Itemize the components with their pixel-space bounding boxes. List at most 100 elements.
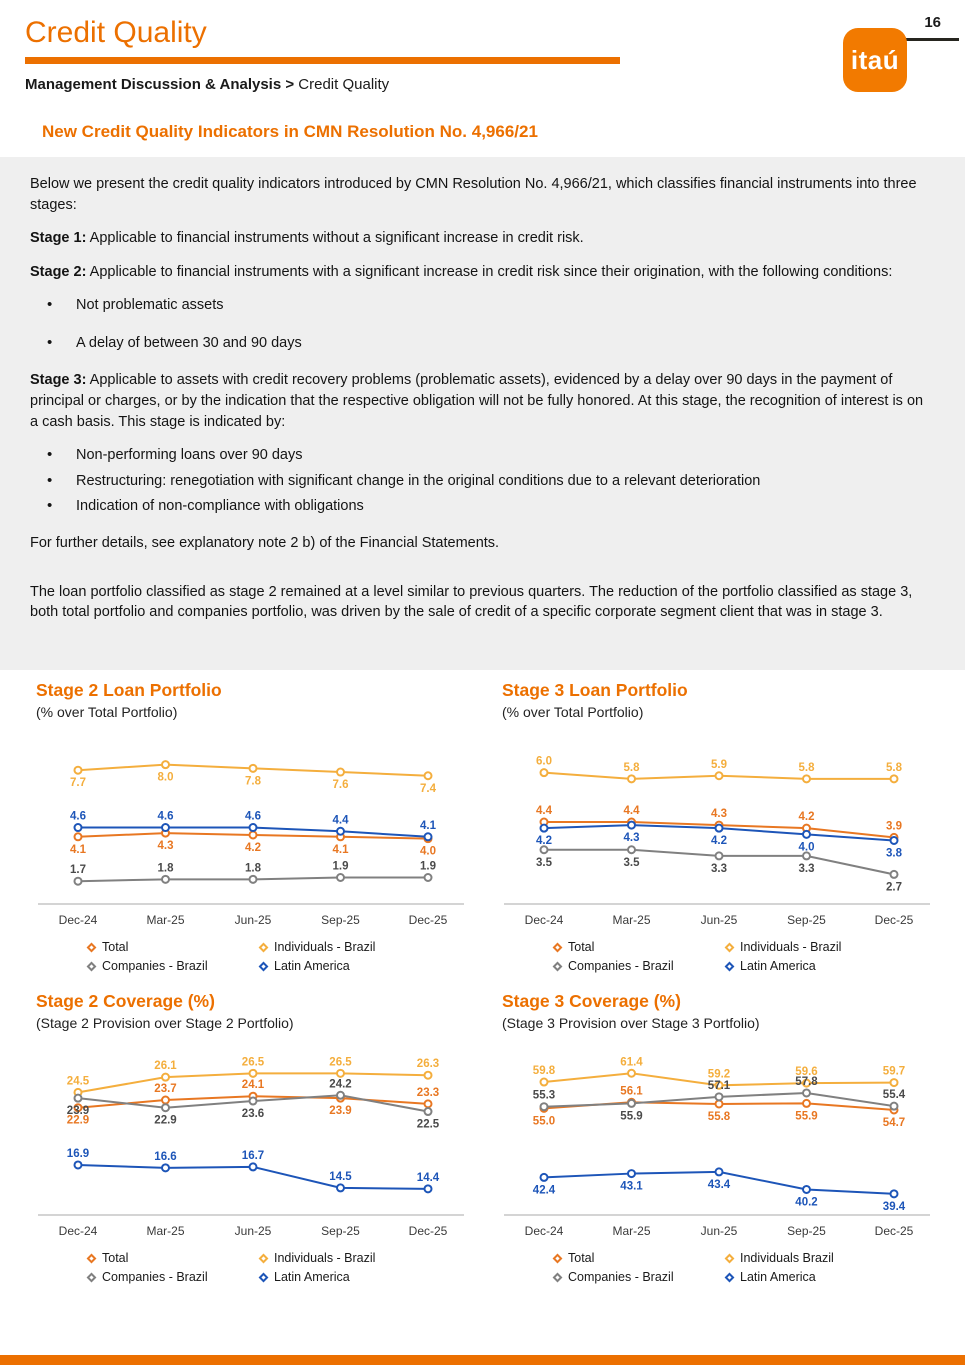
data-point-label: 3.5 — [536, 857, 553, 869]
stage2-paragraph: Stage 2: Applicable to financial instrum… — [30, 262, 933, 283]
chart-stage3-coverage: Stage 3 Coverage (%) (Stage 3 Provision … — [502, 991, 932, 1284]
x-axis-label: Dec-24 — [59, 1224, 98, 1238]
data-point-label: 61.4 — [620, 1056, 643, 1068]
data-point-label: 57.8 — [795, 1076, 818, 1088]
data-point-label: 1.9 — [420, 861, 436, 873]
data-point-marker — [73, 1103, 83, 1113]
chart-title: Stage 2 Loan Portfolio — [36, 680, 222, 700]
legend-marker-icon — [552, 1272, 563, 1282]
x-axis-label: Jun-25 — [701, 913, 738, 927]
line-chart: Dec-24 Mar-25 Jun-25 Sep-25 Dec-25 4.4 4.4 4.3 4… — [504, 756, 930, 927]
data-point-label: 24.1 — [242, 1079, 265, 1091]
data-point-marker — [627, 774, 636, 784]
data-point-label: 5.8 — [886, 762, 903, 774]
data-point-label: 2.7 — [886, 881, 902, 893]
legend-label: Latin America — [274, 1270, 350, 1284]
data-point-marker — [248, 874, 258, 884]
data-point-label: 26.5 — [242, 1056, 265, 1068]
legend-item: Individuals - Brazil — [724, 940, 932, 954]
data-point-label: 7.7 — [70, 777, 86, 789]
data-point-label: 4.0 — [799, 841, 815, 853]
data-point-label: 4.0 — [420, 846, 436, 858]
legend-label: Companies - Brazil — [568, 1270, 674, 1284]
data-point-label: 23.6 — [242, 1108, 264, 1120]
data-point-marker — [627, 1068, 636, 1078]
data-point-marker — [889, 774, 899, 784]
chart-legend: Total Individuals - Brazil Companies - Bra… — [36, 1251, 466, 1284]
data-point-label: 4.2 — [536, 835, 552, 847]
data-point-marker — [539, 1102, 549, 1112]
data-point-marker — [248, 1096, 258, 1106]
data-point-label: 22.9 — [67, 1115, 89, 1127]
legend-item: Individuals - Brazil — [258, 940, 466, 954]
legend-label: Companies - Brazil — [568, 959, 674, 973]
list-item: Indication of non-compliance with obliga… — [30, 495, 933, 517]
data-point-marker — [714, 1099, 724, 1109]
legend-item: Latin America — [724, 959, 932, 973]
data-point-label: 3.8 — [886, 848, 903, 860]
legend-item: Total — [552, 940, 726, 954]
data-point-label: 14.4 — [417, 1172, 440, 1184]
data-point-marker — [423, 771, 433, 781]
data-point-marker — [714, 823, 724, 833]
legend-label: Total — [568, 1251, 595, 1265]
x-axis-label: Mar-25 — [612, 913, 650, 927]
data-point-label: 55.9 — [795, 1110, 817, 1122]
title-underline — [25, 57, 620, 64]
data-point-marker — [714, 1080, 724, 1090]
data-point-label: 3.9 — [886, 820, 902, 832]
data-point-marker — [539, 768, 549, 778]
page-number-rule — [905, 38, 959, 41]
data-point-label: 43.4 — [708, 1179, 731, 1191]
legend-marker-icon — [724, 961, 735, 971]
data-point-marker — [802, 1078, 811, 1088]
chart-subtitle: (Stage 3 Provision over Stage 3 Portfoli… — [502, 1015, 760, 1031]
data-point-label: 4.4 — [624, 805, 641, 817]
data-point-label: 5.8 — [799, 762, 816, 774]
data-point-marker — [423, 1070, 433, 1080]
data-point-label: 3.3 — [799, 863, 815, 875]
data-point-label: 4.1 — [70, 844, 87, 856]
data-point-marker — [336, 826, 345, 836]
line-chart: Dec-24 Mar-25 Jun-25 Sep-25 Dec-25 22.9 23.7 24… — [38, 1056, 464, 1238]
data-point-marker — [161, 1103, 170, 1113]
data-point-label: 4.6 — [70, 811, 86, 823]
charts-grid: Stage 2 Loan Portfolio (% over Total Por… — [36, 680, 932, 1284]
data-point-marker — [248, 1068, 258, 1078]
data-point-marker — [423, 1107, 433, 1117]
line-chart-canvas: Dec-24 Mar-25 Jun-25 Sep-25 Dec-25 4.4 4.4 4.3 4… — [502, 728, 932, 936]
line-chart: Dec-24 Mar-25 Jun-25 Sep-25 Dec-25 4.1 4.3 4.2 4… — [38, 760, 464, 927]
data-point-label: 6.0 — [536, 756, 552, 768]
stage1-paragraph: Stage 1: Applicable to financial instrum… — [30, 228, 933, 249]
legend-item: Companies - Brazil — [552, 1270, 726, 1284]
breadcrumb-current: Credit Quality — [298, 76, 390, 93]
legend-marker-icon — [86, 942, 97, 952]
x-axis-label: Sep-25 — [787, 913, 826, 927]
data-point-marker — [73, 832, 83, 842]
data-point-marker — [889, 869, 899, 879]
x-axis-label: Sep-25 — [787, 1224, 826, 1238]
data-point-marker — [73, 1093, 83, 1103]
data-point-label: 3.3 — [711, 863, 727, 875]
x-axis-label: Mar-25 — [146, 1224, 184, 1238]
data-point-label: 1.8 — [245, 862, 262, 874]
stage1-label: Stage 1: — [30, 230, 87, 247]
data-point-label: 24.5 — [67, 1075, 90, 1087]
stage1-text: Applicable to financial instruments with… — [89, 230, 584, 247]
chart-title: Stage 2 Coverage (%) — [36, 991, 215, 1011]
chart-title: Stage 3 Coverage (%) — [502, 991, 681, 1011]
line-chart-canvas: Dec-24 Mar-25 Jun-25 Sep-25 Dec-25 22.9 23.7 24… — [36, 1039, 466, 1247]
data-point-label: 4.2 — [799, 811, 815, 823]
legend-label: Individuals Brazil — [740, 1251, 834, 1265]
data-point-label: 16.9 — [67, 1148, 89, 1160]
data-point-label: 4.1 — [420, 820, 437, 832]
data-point-marker — [161, 1163, 170, 1173]
stage3-text: Applicable to assets with credit recover… — [30, 372, 924, 430]
legend-marker-icon — [258, 942, 269, 952]
stage3-label: Stage 3: — [30, 372, 87, 389]
legend-marker-icon — [258, 961, 269, 971]
data-point-marker — [248, 1162, 258, 1172]
x-axis-label: Mar-25 — [146, 913, 184, 927]
data-point-label: 1.7 — [70, 864, 86, 876]
